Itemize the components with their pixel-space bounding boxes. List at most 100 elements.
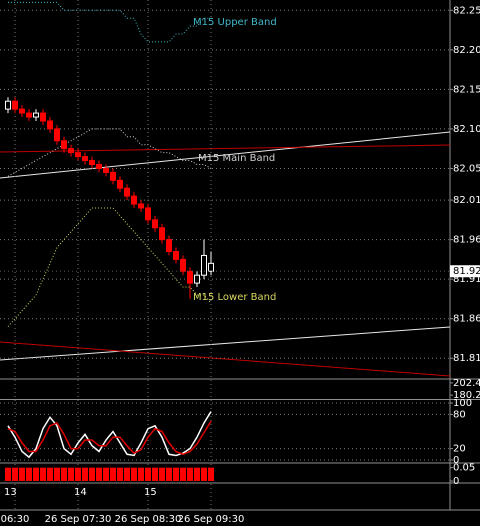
candle-body bbox=[5, 100, 11, 110]
candle-body bbox=[54, 128, 60, 142]
y-tick-label: 82.25 bbox=[453, 5, 480, 16]
x-tick-label: 26 Sep 07:30 bbox=[45, 514, 112, 525]
y-tick-label: 81.91 bbox=[453, 274, 480, 285]
current-price-box bbox=[450, 265, 480, 278]
bar bbox=[124, 467, 130, 481]
bar bbox=[152, 467, 158, 481]
bar bbox=[40, 467, 46, 481]
candle-body bbox=[89, 160, 95, 165]
trend-line bbox=[0, 131, 451, 179]
y-tick-label: 82.05 bbox=[453, 163, 480, 174]
bar bbox=[96, 467, 102, 481]
x-tick-label: 06:30 bbox=[1, 514, 30, 525]
candle-body bbox=[124, 187, 130, 197]
bar bbox=[5, 467, 11, 481]
band-label: M15 Lower Band bbox=[193, 292, 276, 303]
bar bbox=[26, 467, 32, 481]
band-line bbox=[8, 1, 211, 43]
y-tick-label: 80 bbox=[453, 409, 466, 420]
y-tick-label: 0 bbox=[453, 476, 459, 487]
candle-body bbox=[40, 112, 46, 122]
y-tick-label: 20 bbox=[453, 444, 466, 455]
candle-body bbox=[173, 250, 179, 260]
bar bbox=[187, 467, 193, 481]
candle-body bbox=[26, 112, 32, 118]
x-tick-label: 26 Sep 08:30 bbox=[115, 514, 182, 525]
bar bbox=[138, 467, 144, 481]
y-tick-label: 82.20 bbox=[453, 45, 480, 56]
candle-body bbox=[75, 152, 81, 158]
candle-body bbox=[131, 195, 137, 205]
bar bbox=[145, 467, 151, 481]
candle-body bbox=[103, 167, 109, 173]
trend-line bbox=[0, 144, 451, 153]
current-price-label: 81.92 bbox=[453, 266, 480, 277]
bar bbox=[166, 467, 172, 481]
bar bbox=[75, 467, 81, 481]
bar bbox=[47, 467, 53, 481]
y-tick-label: 81.86 bbox=[453, 314, 480, 325]
day-label: 15 bbox=[144, 487, 157, 498]
candle-body bbox=[110, 171, 116, 181]
y-tick-label: 0 bbox=[453, 455, 459, 466]
candle-body bbox=[68, 148, 74, 154]
band-line bbox=[7, 207, 212, 327]
x-tick-label: 26 Sep 09:30 bbox=[178, 514, 245, 525]
bar bbox=[173, 467, 179, 481]
y-tick-label: 0.05 bbox=[453, 463, 475, 474]
candle-body bbox=[180, 258, 186, 272]
day-label: 14 bbox=[74, 487, 87, 498]
candle-body bbox=[208, 262, 214, 272]
bar bbox=[110, 467, 116, 481]
bar bbox=[159, 467, 165, 481]
y-tick-label: 81.81 bbox=[453, 353, 480, 364]
bar bbox=[201, 467, 207, 481]
bar bbox=[12, 467, 18, 481]
candle-body bbox=[19, 108, 25, 114]
candle-body bbox=[159, 227, 165, 241]
candle-body bbox=[82, 156, 88, 162]
candle-body bbox=[33, 112, 39, 118]
bar bbox=[68, 467, 74, 481]
y-tick-label: 202.47 bbox=[453, 378, 480, 389]
y-tick-label: 82.15 bbox=[453, 84, 480, 95]
bar bbox=[82, 467, 88, 481]
bar bbox=[33, 467, 39, 481]
y-tick-label: 82.10 bbox=[453, 124, 480, 135]
candle-body bbox=[12, 100, 18, 110]
bar bbox=[89, 467, 95, 481]
y-tick-label: 81.96 bbox=[453, 235, 480, 246]
bar bbox=[208, 467, 214, 481]
candle-body bbox=[96, 163, 102, 169]
band-label: M15 Upper Band bbox=[193, 17, 277, 28]
candle-body bbox=[47, 120, 53, 130]
candle-body bbox=[201, 254, 207, 276]
bar bbox=[117, 467, 123, 481]
candle-body bbox=[117, 179, 123, 189]
bar bbox=[103, 467, 109, 481]
bar bbox=[194, 467, 200, 481]
y-tick-label: 82.01 bbox=[453, 195, 480, 206]
day-label: 13 bbox=[4, 487, 17, 498]
bar bbox=[131, 467, 137, 481]
y-tick-label: 100 bbox=[453, 398, 472, 409]
bar bbox=[19, 467, 25, 481]
candle-body bbox=[166, 239, 172, 252]
trend-line bbox=[0, 326, 451, 361]
band-label: M15 Main Band bbox=[198, 153, 275, 164]
oscillator-line bbox=[7, 411, 212, 459]
y-tick-label: 180.2 bbox=[453, 390, 480, 401]
oscillator-line bbox=[7, 420, 212, 456]
candle-body bbox=[138, 203, 144, 209]
candle-body bbox=[145, 207, 151, 221]
bar bbox=[54, 467, 60, 481]
candle-body bbox=[61, 140, 67, 150]
bar bbox=[61, 467, 67, 481]
candle-body bbox=[187, 270, 193, 284]
candle-body bbox=[152, 219, 158, 229]
candle-body bbox=[194, 274, 200, 284]
band-line bbox=[7, 128, 212, 177]
trend-line bbox=[0, 341, 451, 377]
